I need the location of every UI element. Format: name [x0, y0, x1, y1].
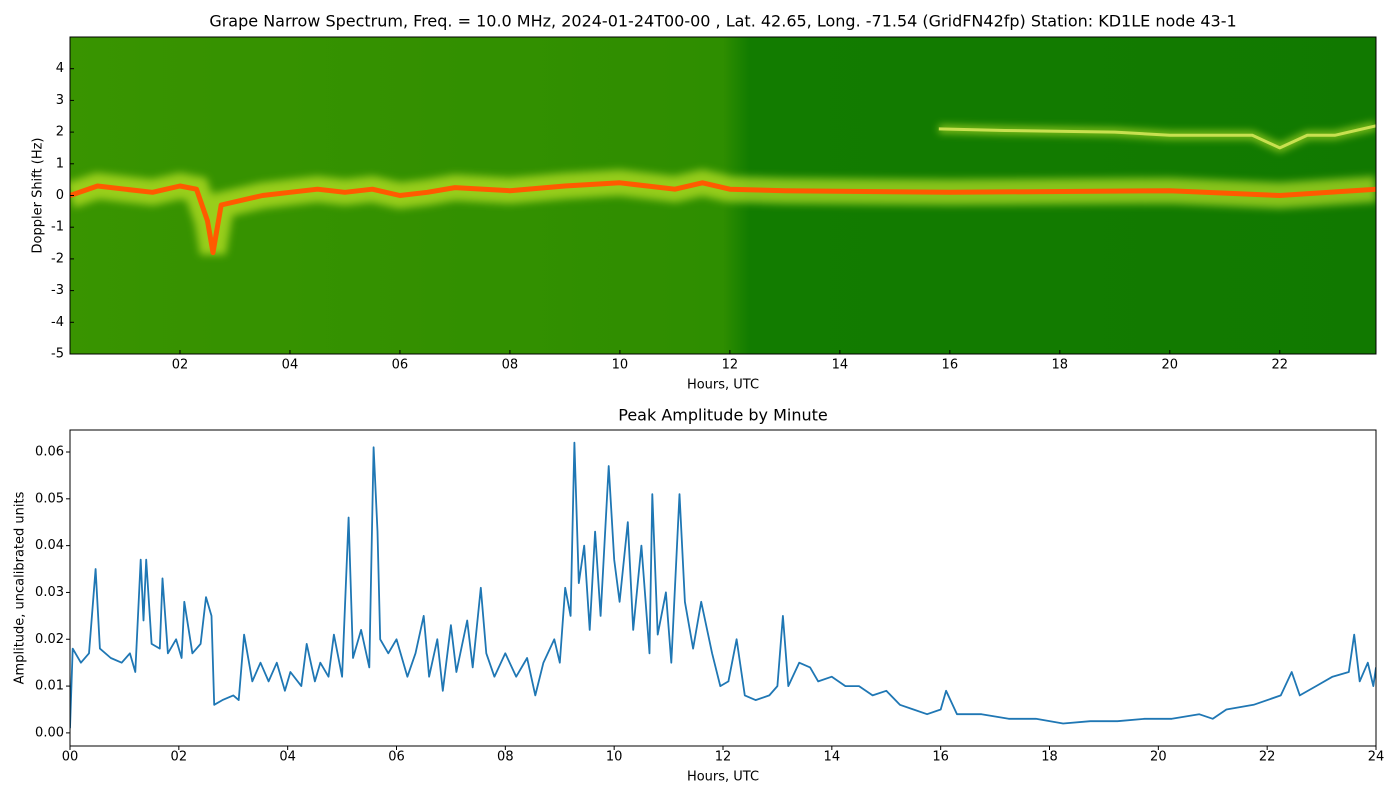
y-axis-label: Doppler Shift (Hz) — [31, 138, 46, 254]
chart-title: Grape Narrow Spectrum, Freq. = 10.0 MHz,… — [209, 12, 1236, 31]
x-tick-label: 22 — [1259, 750, 1276, 765]
y-tick-label: -2 — [51, 251, 64, 266]
x-tick-label: 12 — [722, 358, 739, 373]
x-tick-label: 10 — [606, 750, 623, 765]
y-tick-label: 0.02 — [35, 632, 64, 647]
x-tick-label: 02 — [171, 750, 188, 765]
x-tick-label: 16 — [942, 358, 959, 373]
x-tick-label: 20 — [1162, 358, 1179, 373]
y-tick-label: 0.03 — [35, 585, 64, 600]
chart-title: Peak Amplitude by Minute — [618, 406, 828, 425]
x-tick-label: 06 — [388, 750, 405, 765]
x-tick-label: 12 — [715, 750, 732, 765]
y-tick-label: -4 — [51, 315, 64, 330]
y-tick-label: 0.00 — [35, 725, 64, 740]
x-tick-label: 04 — [282, 358, 299, 373]
x-tick-label: 20 — [1150, 750, 1167, 765]
x-tick-label: 08 — [497, 750, 514, 765]
x-axis-label: Hours, UTC — [687, 378, 759, 393]
y-tick-label: 3 — [56, 93, 64, 108]
x-tick-label: 02 — [172, 358, 189, 373]
x-tick-label: 04 — [279, 750, 296, 765]
plot-area — [70, 37, 1376, 354]
x-tick-label: 06 — [392, 358, 409, 373]
y-tick-label: 0 — [56, 188, 64, 203]
y-tick-label: 0.01 — [35, 679, 64, 694]
doppler-trace — [70, 180, 1376, 256]
x-tick-label: 24 — [1368, 750, 1385, 765]
plot-area — [70, 441, 1376, 729]
y-tick-label: 0.06 — [35, 445, 64, 460]
y-tick-label: 4 — [56, 61, 64, 76]
y-tick-label: -1 — [51, 220, 64, 235]
y-tick-label: -3 — [51, 283, 64, 298]
y-tick-label: 2 — [56, 125, 64, 140]
x-tick-label: 14 — [832, 358, 849, 373]
x-tick-label: 08 — [502, 358, 519, 373]
y-tick-label: 1 — [56, 156, 64, 171]
y-tick-label: 0.05 — [35, 491, 64, 506]
x-tick-label: 16 — [932, 750, 949, 765]
y-tick-label: 0.04 — [35, 538, 64, 553]
x-tick-label: 22 — [1271, 358, 1288, 373]
x-tick-label: 18 — [1052, 358, 1069, 373]
x-tick-label: 10 — [612, 358, 629, 373]
x-tick-label: 18 — [1041, 750, 1058, 765]
x-tick-label: 14 — [824, 750, 841, 765]
doppler-trace — [938, 124, 1376, 150]
x-tick-label: 00 — [62, 750, 79, 765]
x-axis-label: Hours, UTC — [687, 770, 759, 785]
amplitude-line — [70, 441, 1376, 729]
y-axis-label: Amplitude, uncalibrated units — [13, 491, 28, 684]
axes-frame — [69, 429, 1377, 747]
y-tick-label: -5 — [51, 347, 64, 362]
